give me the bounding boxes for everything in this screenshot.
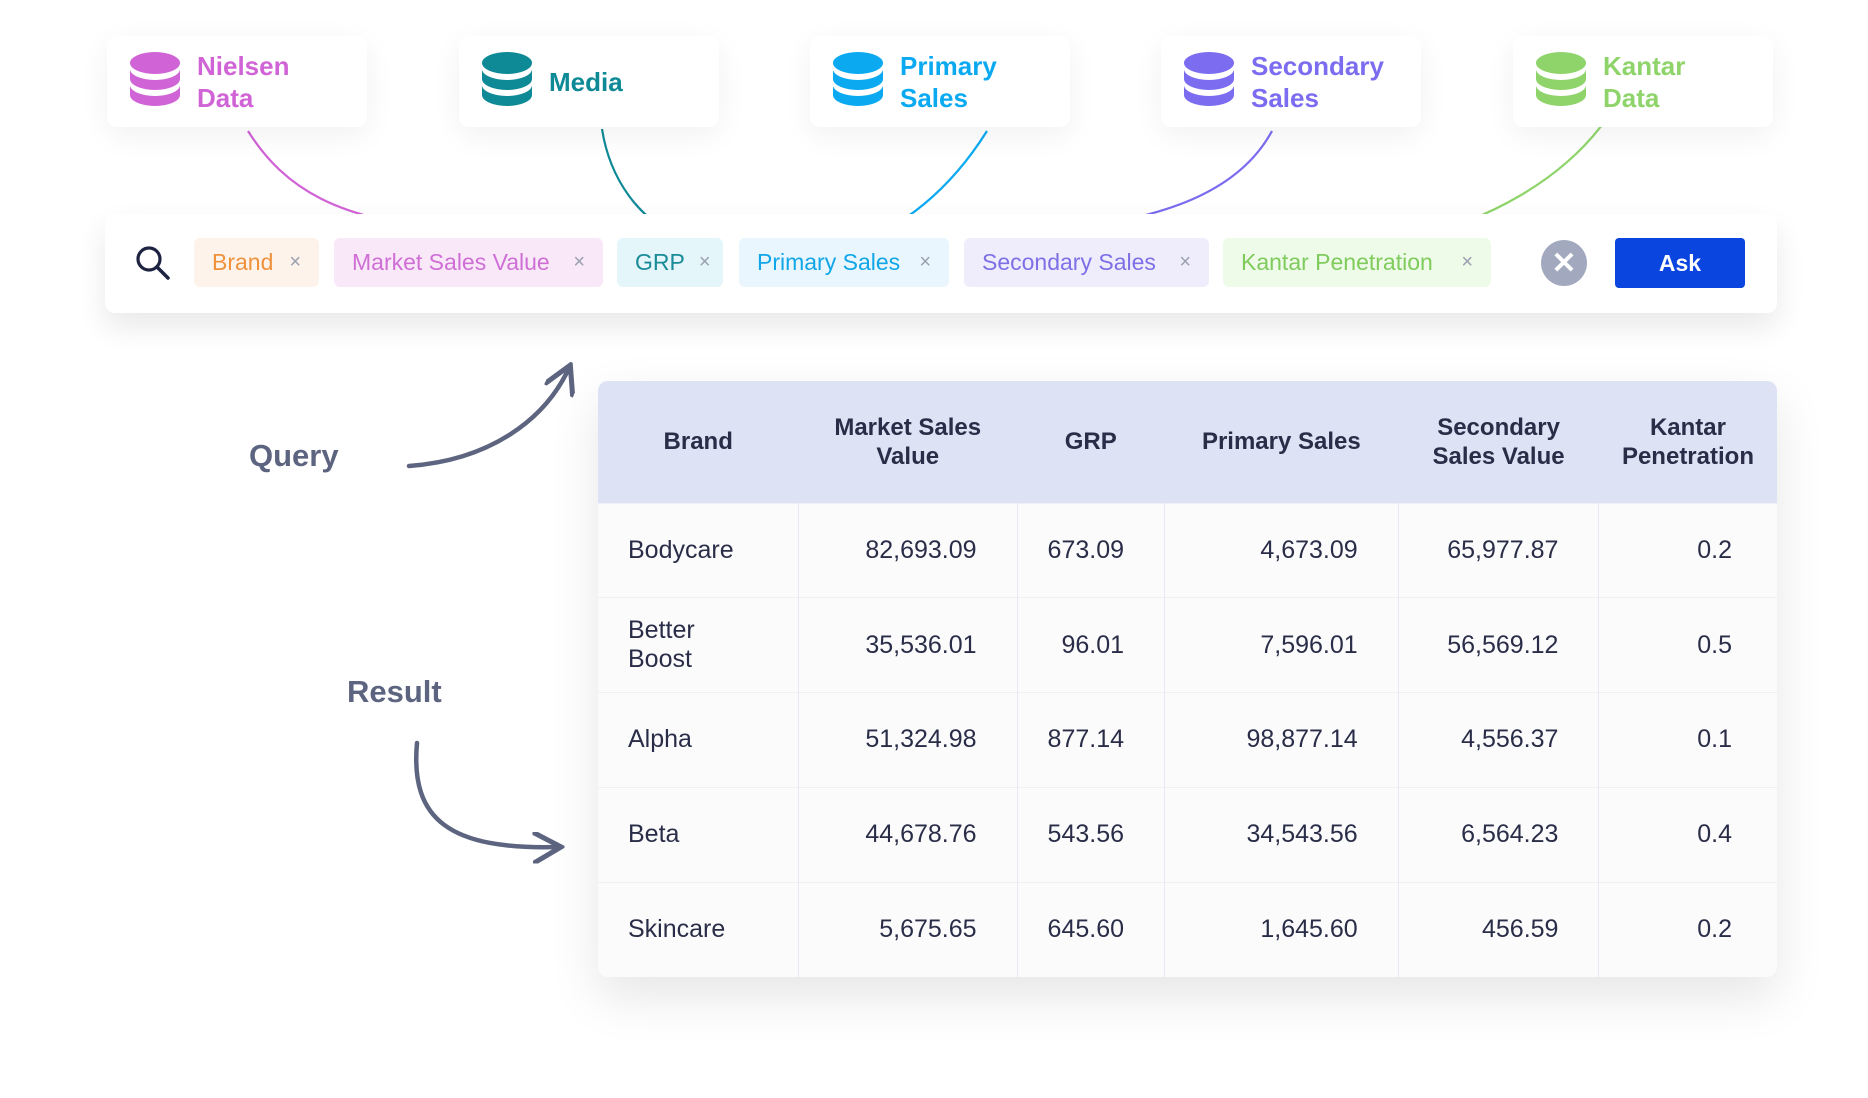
result-table: Brand Market Sales Value GRP Primary Sales S… (598, 381, 1777, 977)
data-source-label: Nielsen Data (197, 50, 290, 113)
table-cell: 877.14 (1017, 692, 1166, 788)
table-cell: 34,543.56 (1164, 786, 1399, 883)
ask-button[interactable]: Ask (1615, 238, 1745, 288)
query-chip[interactable]: Secondary Sales × (964, 238, 1209, 287)
column-header: Kantar Penetration (1598, 381, 1777, 503)
table-cell: 35,536.01 (798, 597, 1018, 693)
table-cell: 5,675.65 (798, 881, 1018, 977)
result-arrow (413, 740, 558, 847)
table-cell: 56,569.12 (1398, 597, 1600, 693)
chip-label: GRP (635, 249, 685, 275)
table-cell: Better Boost (598, 597, 799, 693)
table-cell: 7,596.01 (1164, 597, 1399, 693)
table-cell: 0.1 (1598, 692, 1777, 788)
data-source-card: Media (459, 36, 719, 127)
data-source-card: Kantar Data (1513, 36, 1773, 127)
table-cell: 673.09 (1017, 502, 1166, 598)
table-cell: 0.5 (1598, 597, 1777, 693)
table-cell: 0.2 (1598, 502, 1777, 598)
remove-chip-icon[interactable]: × (1179, 251, 1191, 273)
table-cell: 6,564.23 (1398, 786, 1600, 883)
column-header: Market Sales Value (798, 381, 1018, 503)
database-icon (1536, 51, 1586, 106)
remove-chip-icon[interactable]: × (919, 251, 931, 273)
database-icon (130, 51, 180, 106)
table-cell: 0.4 (1598, 786, 1777, 883)
query-chip[interactable]: Primary Sales × (739, 238, 949, 287)
query-chip[interactable]: Market Sales Value × (334, 238, 603, 287)
table-cell: Bodycare (598, 502, 799, 598)
table-cell: 645.60 (1017, 881, 1166, 977)
database-icon (1184, 51, 1234, 106)
remove-chip-icon[interactable]: × (289, 251, 301, 273)
query-chip[interactable]: Kantar Penetration × (1223, 238, 1491, 287)
column-header: Primary Sales (1164, 381, 1399, 503)
table-row: Beta 44,678.76 543.56 34,543.56 6,564.23 0.4 (598, 786, 1777, 883)
query-arrow (406, 368, 569, 469)
table-cell: Skincare (598, 881, 799, 977)
table-cell: 51,324.98 (798, 692, 1018, 788)
data-source-label: Media (549, 66, 623, 97)
remove-chip-icon[interactable]: × (1461, 251, 1473, 273)
database-icon (833, 51, 883, 106)
arrow-secondary (1084, 130, 1273, 227)
remove-chip-icon[interactable]: × (573, 251, 585, 273)
table-cell: 543.56 (1017, 786, 1166, 883)
table-cell: 44,678.76 (798, 786, 1018, 883)
data-source-card: Nielsen Data (107, 36, 367, 127)
data-source-card: Primary Sales (810, 36, 1070, 127)
query-label: Query (249, 438, 339, 473)
table-cell: 4,673.09 (1164, 502, 1399, 598)
table-row: Alpha 51,324.98 877.14 98,877.14 4,556.37 0.1 (598, 692, 1777, 788)
chip-label: Primary Sales (757, 249, 901, 275)
data-source-label: Kantar Data (1603, 50, 1686, 113)
query-chip[interactable]: Brand × (194, 238, 319, 287)
data-source-label: Secondary Sales (1251, 50, 1384, 113)
table-cell: 98,877.14 (1164, 692, 1399, 788)
column-header: Secondary Sales Value (1398, 381, 1599, 503)
table-cell: 65,977.87 (1398, 502, 1600, 598)
remove-chip-icon[interactable]: × (698, 251, 711, 273)
database-icon (482, 51, 532, 106)
data-source-card: Secondary Sales (1161, 36, 1421, 127)
table-cell: Beta (598, 786, 799, 883)
column-header: GRP (1017, 381, 1165, 503)
table-cell: Alpha (598, 692, 799, 788)
table-cell: 96.01 (1017, 597, 1166, 693)
table-row: Better Boost 35,536.01 96.01 7,596.01 56,569… (598, 597, 1777, 693)
table-cell: 4,556.37 (1398, 692, 1600, 788)
data-source-label: Primary Sales (900, 50, 997, 113)
query-chip[interactable]: GRP × (617, 238, 723, 287)
clear-query-button[interactable]: ✕ (1541, 240, 1587, 286)
search-icon (136, 246, 170, 280)
table-cell: 82,693.09 (798, 502, 1018, 598)
chip-label: Secondary Sales (982, 249, 1156, 275)
table-row: Skincare 5,675.65 645.60 1,645.60 456.59 0.2 (598, 881, 1777, 977)
table-row: Bodycare 82,693.09 673.09 4,673.09 65,977.87… (598, 502, 1777, 598)
table-cell: 0.2 (1598, 881, 1777, 977)
chip-label: Kantar Penetration (1241, 249, 1433, 275)
table-cell: 456.59 (1398, 881, 1600, 977)
chip-label: Brand (212, 249, 274, 275)
column-header: Brand (598, 381, 799, 503)
chip-label: Market Sales Value (352, 249, 550, 275)
table-cell: 1,645.60 (1164, 881, 1399, 977)
result-label: Result (347, 674, 442, 709)
